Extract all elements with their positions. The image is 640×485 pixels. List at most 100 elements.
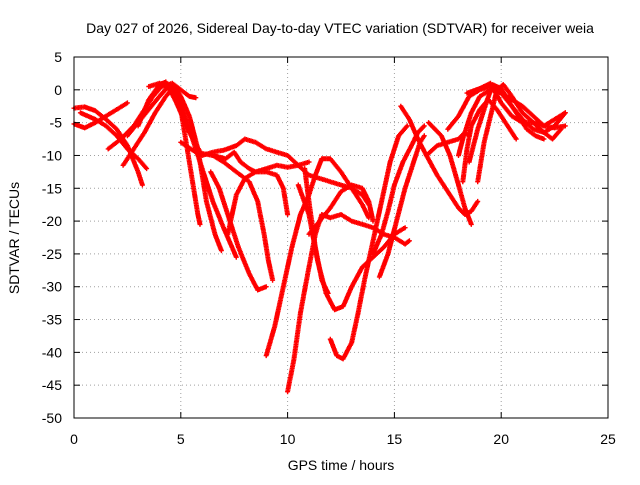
- data-point: [299, 311, 302, 315]
- chart-title: Day 027 of 2026, Sidereal Day-to-day VTE…: [86, 20, 594, 36]
- data-point: [200, 167, 204, 170]
- data-point: [350, 341, 353, 344]
- data-point: [141, 183, 144, 187]
- x-tick-label: 10: [280, 431, 296, 447]
- data-point: [79, 111, 82, 114]
- data-point: [211, 150, 215, 154]
- data-point: [179, 95, 182, 98]
- data-point: [286, 213, 289, 216]
- data-point: [470, 210, 473, 213]
- data-point: [164, 95, 168, 98]
- data-point: [367, 200, 370, 203]
- data-point: [192, 187, 195, 190]
- data-point: [235, 193, 238, 197]
- data-point: [115, 108, 118, 111]
- data-point: [463, 206, 467, 210]
- data-point: [262, 233, 266, 236]
- data-point: [564, 111, 567, 114]
- data-point: [350, 285, 353, 288]
- data-point: [371, 239, 375, 242]
- data-point: [222, 160, 225, 164]
- data-point: [235, 170, 238, 174]
- data-point: [198, 223, 202, 226]
- data-point: [423, 124, 426, 128]
- data-point: [476, 180, 479, 183]
- data-point: [386, 252, 390, 256]
- x-tick-label: 25: [600, 431, 616, 447]
- x-tick-label: 5: [177, 431, 185, 447]
- data-point: [395, 219, 398, 223]
- data-point: [470, 124, 473, 128]
- data-point: [542, 124, 546, 128]
- data-point: [350, 219, 353, 223]
- data-point: [476, 200, 479, 203]
- data-point: [361, 203, 364, 206]
- data-point: [423, 134, 426, 137]
- data-point: [371, 252, 375, 256]
- data-point: [532, 121, 535, 124]
- data-point: [329, 338, 332, 341]
- data-point: [314, 173, 317, 177]
- data-point: [329, 157, 332, 160]
- data-point: [94, 109, 97, 113]
- data-point: [446, 141, 449, 144]
- data-point: [235, 144, 238, 147]
- data-point: [410, 144, 413, 147]
- data-point: [226, 233, 229, 236]
- data-point: [299, 213, 302, 216]
- axis-ticks: 0 5 10 15 20 25 5 0 -5 -10 -15 -20 -25 -30 -35 -40 -45 -5…: [42, 49, 616, 447]
- data-point: [465, 147, 469, 151]
- data-point: [286, 166, 289, 169]
- data-point: [188, 95, 191, 98]
- data-point: [461, 180, 464, 183]
- data-point: [271, 278, 274, 282]
- data-point: [290, 246, 294, 249]
- data-point: [386, 210, 390, 213]
- y-tick-label: -25: [42, 246, 62, 262]
- data-point: [265, 147, 268, 151]
- data-point: [489, 82, 492, 85]
- data-point: [487, 98, 490, 101]
- data-point: [564, 124, 567, 128]
- data-point: [382, 246, 385, 249]
- data-point: [478, 108, 482, 111]
- y-tick-label: -50: [42, 410, 62, 426]
- data-point: [478, 95, 482, 98]
- data-point: [403, 187, 407, 190]
- data-point: [235, 255, 238, 259]
- data-point: [147, 108, 150, 111]
- y-tick-label: -45: [42, 377, 62, 393]
- data-point: [380, 233, 383, 236]
- data-point: [188, 114, 191, 118]
- data-point: [532, 114, 535, 118]
- data-point: [495, 108, 499, 111]
- data-point: [388, 160, 392, 164]
- data-point: [489, 114, 492, 118]
- data-point: [147, 85, 150, 88]
- data-point: [121, 164, 125, 167]
- data-point: [478, 87, 482, 90]
- data-point: [265, 354, 268, 357]
- data-point: [553, 124, 556, 128]
- data-point: [324, 292, 328, 295]
- data-point: [412, 160, 415, 164]
- data-point: [205, 200, 208, 203]
- data-point: [470, 223, 473, 226]
- data-point: [542, 137, 546, 141]
- data-series: [327, 123, 410, 362]
- data-point: [467, 95, 471, 98]
- data-point: [335, 354, 338, 357]
- data-point: [226, 213, 229, 216]
- data-point: [273, 324, 276, 328]
- data-point: [350, 183, 353, 187]
- data-series: [426, 120, 474, 227]
- data-point: [194, 96, 197, 99]
- data-point: [239, 160, 242, 164]
- data-point: [521, 121, 524, 124]
- data-point: [194, 150, 197, 154]
- data-point: [318, 219, 321, 223]
- data-point: [247, 167, 251, 170]
- data-point: [440, 134, 443, 137]
- data-point: [500, 91, 503, 95]
